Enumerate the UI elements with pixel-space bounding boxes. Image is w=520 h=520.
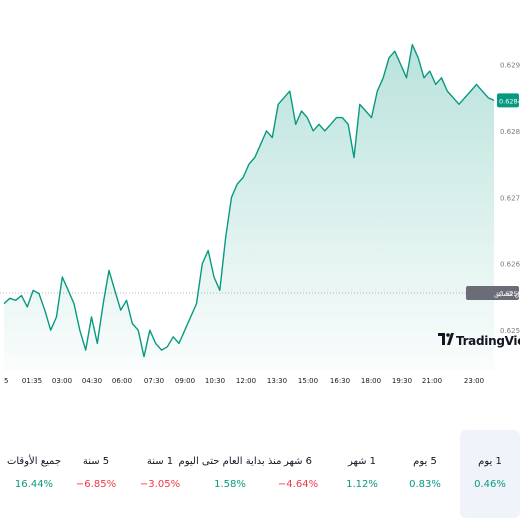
- series-line: [3, 43, 495, 358]
- last-price-badge: [497, 93, 519, 108]
- period-change-value: 1.58%: [214, 479, 246, 490]
- x-tick-label: 15:00: [298, 377, 318, 385]
- period-label: 1 يوم: [478, 456, 502, 467]
- period-tab[interactable]: 5 سنة −6.85%: [66, 430, 126, 518]
- period-label: جميع الأوقات: [6, 456, 62, 467]
- previous-close-label: الإغلاق السابق: [494, 290, 520, 298]
- period-change-value: −3.05%: [139, 479, 181, 490]
- period-change-value: 0.46%: [474, 479, 506, 490]
- x-tick-label: 18:00: [361, 377, 381, 385]
- period-label: 5 سنة: [82, 456, 110, 467]
- period-change-value: −6.85%: [75, 479, 117, 490]
- period-change-value: 0.83%: [409, 479, 441, 490]
- period-label: 5 يوم: [413, 456, 437, 467]
- y-tick-label: 0.62800: [500, 128, 520, 136]
- x-tick-label: 13:30: [267, 377, 287, 385]
- period-label: 1 سنة: [146, 456, 174, 467]
- x-tick-label: 23:00: [464, 377, 484, 385]
- period-tab[interactable]: 1 شهر 1.12%: [332, 430, 392, 518]
- x-tick-label: 09:00: [175, 377, 195, 385]
- x-tick-label: 21:00: [422, 377, 442, 385]
- period-tab[interactable]: جميع الأوقات 16.44%: [4, 430, 64, 518]
- x-tick-label: 19:30: [392, 377, 412, 385]
- period-tab[interactable]: 1 يوم 0.46%: [460, 430, 520, 518]
- period-change-value: 16.44%: [14, 479, 54, 490]
- tradingview-logo-icon: [438, 333, 454, 345]
- x-tick-label: 04:30: [82, 377, 102, 385]
- x-tick-label: 07:30: [144, 377, 164, 385]
- x-tick-label: 5: [4, 377, 8, 385]
- period-label: 1 شهر: [347, 456, 377, 467]
- series-area: [4, 44, 494, 370]
- x-tick-label: 01:35: [22, 377, 42, 385]
- previous-close-value: 0.62556: [499, 290, 520, 298]
- period-tab[interactable]: منذ بداية العام حتى اليوم 1.58%: [175, 430, 285, 518]
- x-tick-label: 12:00: [236, 377, 256, 385]
- period-tab[interactable]: 6 شهر −4.64%: [268, 430, 328, 518]
- x-tick-label: 10:30: [205, 377, 225, 385]
- period-label: منذ بداية العام حتى اليوم: [178, 456, 282, 467]
- y-tick-label: 0.62500: [500, 327, 520, 335]
- x-tick-label: 03:00: [52, 377, 72, 385]
- period-tab[interactable]: 5 يوم 0.83%: [395, 430, 455, 518]
- tradingview-watermark: TradingView: [438, 333, 520, 348]
- y-tick-label: 0.62700: [500, 194, 520, 202]
- period-label: 6 شهر: [283, 456, 313, 467]
- period-change-value: 1.12%: [346, 479, 378, 490]
- previous-close-badge: [466, 285, 519, 300]
- y-tick-label: 0.62600: [500, 261, 520, 269]
- period-tab[interactable]: 1 سنة −3.05%: [130, 430, 190, 518]
- price-chart[interactable]: 0.62900 0.62800 0.62700 0.62600 0.62500 5 01:…: [0, 0, 520, 400]
- x-tick-label: 06:00: [112, 377, 132, 385]
- performance-periods: 1 يوم 0.46% 5 يوم 0.83% 1 شهر 1.12% 6 شهر −4.64…: [0, 430, 520, 520]
- tradingview-wordmark: TradingView: [456, 334, 520, 348]
- x-tick-label: 16:30: [330, 377, 350, 385]
- last-price-value: 0.62846: [499, 97, 520, 105]
- period-change-value: −4.64%: [277, 479, 319, 490]
- y-tick-label: 0.62900: [500, 61, 520, 69]
